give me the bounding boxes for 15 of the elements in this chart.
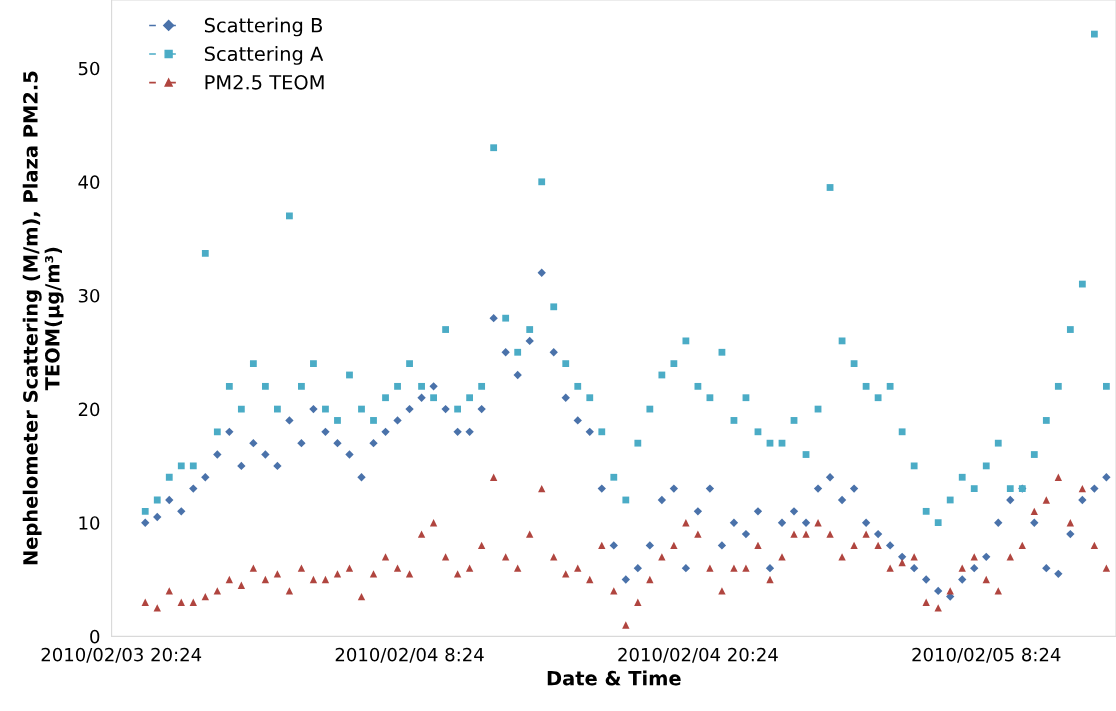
x-axis-title: Date & Time [547,670,681,686]
legend-label: Scattering A [204,46,324,65]
legend-label: Scattering B [204,17,322,37]
x-tick-label: 2010/02/05 8:24 [912,647,1061,663]
y-tick-label: 30 [78,288,100,303]
y-tick-label: 40 [78,175,100,189]
x-tick-label: 2010/02/04 8:24 [335,647,484,663]
y-tick-label: 0 [90,629,100,644]
y-tick-label: 10 [79,516,100,530]
x-tick-label: 2010/02/04 20:24 [618,647,778,663]
legend-label: PM2.5 TEOM [205,74,324,90]
x-tick-label: 2010/02/03 20:24 [41,647,202,663]
y-axis-title: Nephelometer Scattering (M/m), Plaza PM2.5 TEOM(μg/m³) [22,71,64,565]
y-tick-label: 50 [78,61,100,76]
y-tick-label: 20 [78,402,100,417]
